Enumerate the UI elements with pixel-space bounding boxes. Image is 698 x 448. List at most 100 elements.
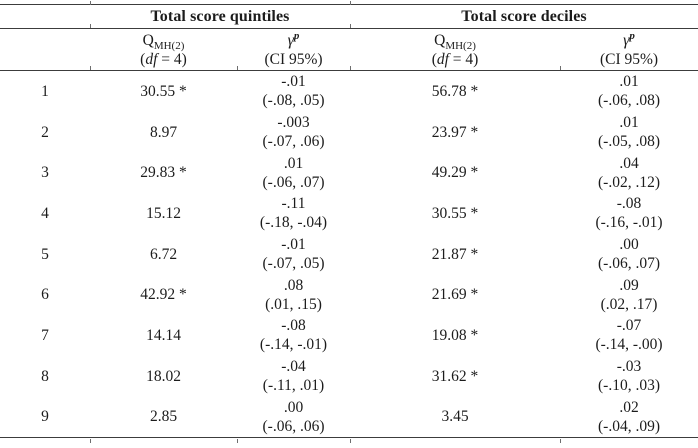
stats-table: Total score quintiles Total score decile… <box>0 4 698 439</box>
decile-gamma-ci: (.02, .17) <box>600 295 658 313</box>
quintile-gamma-value: .01 <box>283 154 304 172</box>
decile-gamma-ci: (-.06, .07) <box>598 255 661 273</box>
cell-boundary-tick <box>350 24 351 28</box>
table-row: 4 15.12 -.11 (-.18, -.04) 30.55 * -.08 (… <box>0 193 698 234</box>
row-label: 7 <box>41 326 49 344</box>
quintile-gamma-value: -.01 <box>281 73 306 91</box>
quintile-gamma-value: .08 <box>283 276 304 294</box>
quintile-gamma-cell: -.04 (-.11, .01) <box>237 356 350 397</box>
row-label: 9 <box>41 408 49 426</box>
decile-gamma-ci: (-.02, .12) <box>598 173 661 191</box>
row-label: 3 <box>41 164 49 182</box>
quintile-gamma-value: -.08 <box>281 317 306 335</box>
decile-gamma-value: -.08 <box>616 195 642 213</box>
quintile-gamma-ci: (.01, .15) <box>265 295 322 313</box>
decile-q-value: 56.78 * <box>431 82 479 100</box>
quintile-gamma-cell: -.11 (-.18, -.04) <box>237 193 350 234</box>
decile-gamma-cell: -.07 (-.14, -.00) <box>560 315 698 356</box>
decile-gamma-ci: (-.10, .03) <box>598 377 661 395</box>
decile-gamma-value: .00 <box>619 236 639 254</box>
corner-empty-cell <box>0 4 90 29</box>
cell-boundary-tick <box>560 439 561 443</box>
ci-note: (CI 95%) <box>599 50 659 68</box>
quintile-gamma-cell: -.01 (-.08, .05) <box>237 71 350 112</box>
row-label: 1 <box>41 82 49 100</box>
group-header-deciles: Total score deciles <box>350 4 698 29</box>
col-header-gamma-quintiles: γp (CI 95%) <box>237 28 351 71</box>
table-row: 5 6.72 -.01 (-.07, .05) 21.87 * .00 (-.0… <box>0 234 698 275</box>
ci-note: (CI 95%) <box>264 50 323 68</box>
decile-gamma-ci: (-.04, .09) <box>598 417 661 435</box>
group-header-quintiles: Total score quintiles <box>90 4 351 29</box>
row-label: 6 <box>41 286 49 304</box>
subheader-row: QMH(2) (df = 4) γp (CI 95%) QMH(2) (df =… <box>0 28 698 71</box>
col-header-q-deciles: QMH(2) (df = 4) <box>350 28 561 71</box>
quintile-q-value: 18.02 <box>146 367 181 385</box>
quintile-gamma-ci: (-.11, .01) <box>262 377 325 395</box>
quintile-q-value: 42.92 * <box>140 286 187 304</box>
decile-q-value: 49.29 * <box>431 164 479 182</box>
decile-q-value: 23.97 * <box>431 123 479 141</box>
decile-gamma-cell: .01 (-.06, .08) <box>560 71 698 112</box>
quintile-q-value: 8.97 <box>149 123 178 141</box>
decile-q-value: 21.87 * <box>431 245 479 263</box>
cell-boundary-tick <box>350 439 351 443</box>
quintile-gamma-cell: .08 (.01, .15) <box>237 274 350 315</box>
cell-boundary-tick <box>350 1 351 5</box>
quintile-gamma-ci: (-.07, .06) <box>262 133 325 151</box>
decile-gamma-value: .09 <box>619 276 639 294</box>
row-label: 5 <box>41 245 49 263</box>
decile-gamma-value: -.07 <box>616 317 642 335</box>
quintile-gamma-ci: (-.06, .06) <box>262 417 325 435</box>
quintile-q-value: 6.72 <box>149 245 178 263</box>
row-label: 2 <box>41 123 49 141</box>
quintile-q-value: 15.12 <box>146 204 181 222</box>
decile-gamma-ci: (-.06, .08) <box>598 92 661 110</box>
decile-gamma-cell: .04 (-.02, .12) <box>560 152 698 193</box>
row-label: 4 <box>41 204 49 222</box>
cell-boundary-tick <box>90 24 91 28</box>
quintile-q-value: 14.14 <box>146 326 181 344</box>
decile-gamma-cell: .01 (-.05, .08) <box>560 112 698 153</box>
quintile-q-value: 29.83 * <box>140 164 187 182</box>
decile-gamma-value: -.03 <box>616 358 642 376</box>
quintile-q-value: 30.55 * <box>140 82 187 100</box>
group-header-row: Total score quintiles Total score decile… <box>0 4 698 29</box>
quintile-gamma-cell: .00 (-.06, .06) <box>237 397 350 438</box>
quintile-gamma-cell: -.01 (-.07, .05) <box>237 234 350 275</box>
cell-boundary-tick <box>237 439 238 443</box>
df-note: (df = 4) <box>140 50 187 68</box>
quintile-gamma-cell: -.08 (-.14, -.01) <box>237 315 350 356</box>
quintile-q-value: 2.85 <box>149 408 178 426</box>
cell-boundary-tick <box>560 66 561 70</box>
quintile-gamma-value: -.01 <box>281 236 306 254</box>
quintile-gamma-ci: (-.18, -.04) <box>259 214 328 232</box>
decile-gamma-value: .02 <box>619 398 639 416</box>
decile-q-value: 19.08 * <box>431 326 479 344</box>
quintile-gamma-value: -.11 <box>281 195 306 213</box>
decile-gamma-cell: .00 (-.06, .07) <box>560 234 698 275</box>
table-row: 1 30.55 * -.01 (-.08, .05) 56.78 * .01 (… <box>0 71 698 112</box>
table-row: 2 8.97 -.003 (-.07, .06) 23.97 * .01 (-.… <box>0 112 698 153</box>
decile-gamma-cell: .09 (.02, .17) <box>560 274 698 315</box>
table-row: 6 42.92 * .08 (.01, .15) 21.69 * .09 (.0… <box>0 274 698 315</box>
row-label: 8 <box>41 367 49 385</box>
table-row: 8 18.02 -.04 (-.11, .01) 31.62 * -.03 (-… <box>0 356 698 397</box>
q-statistic-label: QMH(2) <box>434 31 476 52</box>
cell-boundary-tick <box>90 66 91 70</box>
gamma-label: γp <box>287 29 300 49</box>
decile-gamma-ci: (-.16, -.01) <box>595 214 663 232</box>
quintile-gamma-value: -.003 <box>277 114 310 132</box>
decile-q-value: 21.69 * <box>431 286 479 304</box>
decile-q-value: 31.62 * <box>431 367 479 385</box>
table-row: 9 2.85 .00 (-.06, .06) 3.45 .02 (-.04, .… <box>0 397 698 438</box>
col-header-gamma-deciles: γp (CI 95%) <box>560 28 698 71</box>
cell-boundary-tick <box>350 66 351 70</box>
quintile-gamma-value: -.04 <box>281 358 306 376</box>
col-header-q-quintiles: QMH(2) (df = 4) <box>90 28 237 71</box>
quintile-gamma-value: .00 <box>283 398 304 416</box>
subheader-empty-cell <box>0 28 90 71</box>
gamma-label: γp <box>623 29 635 49</box>
decile-gamma-cell: -.03 (-.10, .03) <box>560 356 698 397</box>
decile-gamma-value: .04 <box>619 154 639 172</box>
